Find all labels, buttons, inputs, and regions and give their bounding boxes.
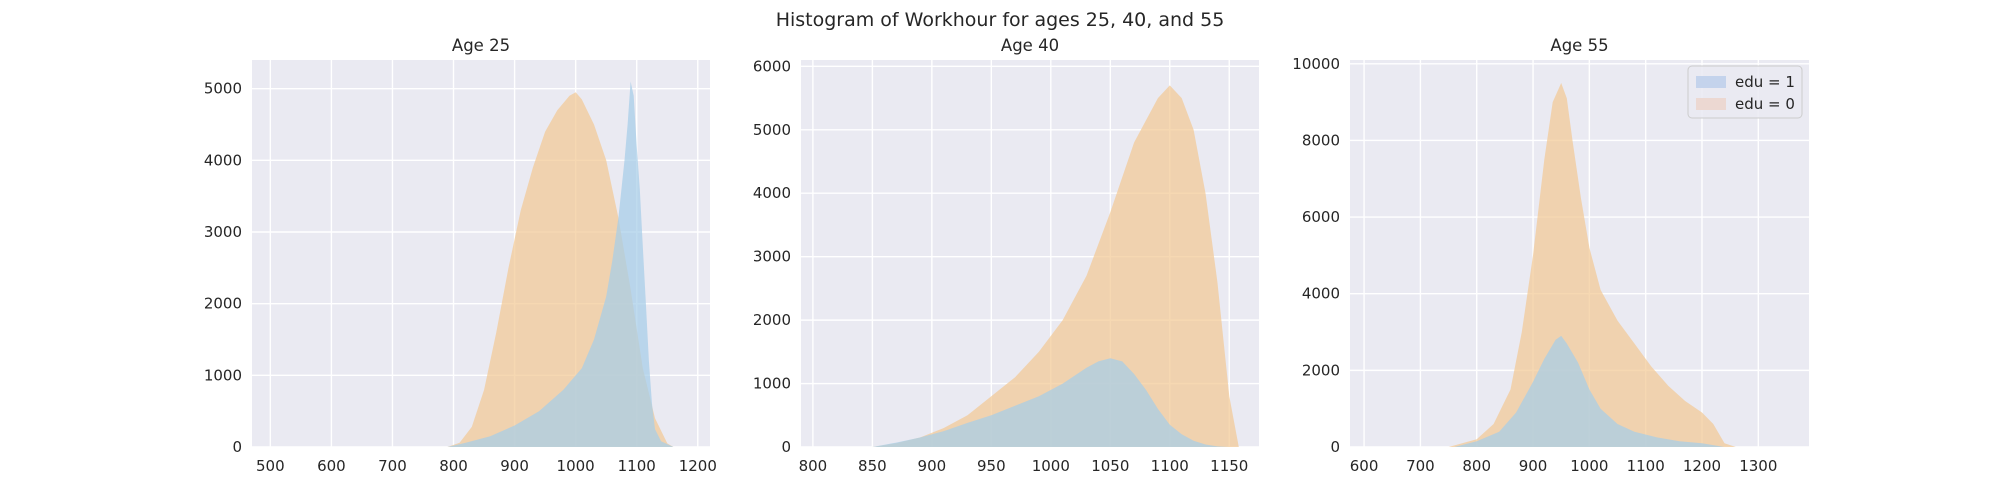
x-tick-label: 1200 bbox=[679, 457, 717, 475]
x-tick-label: 600 bbox=[1350, 457, 1379, 475]
legend-swatch bbox=[1696, 98, 1726, 110]
panel-title: Age 25 bbox=[452, 36, 510, 55]
x-tick-label: 1300 bbox=[1739, 457, 1777, 475]
y-tick-label: 3000 bbox=[204, 223, 242, 241]
series-group bbox=[447, 81, 674, 447]
y-tick-label: 10000 bbox=[1292, 55, 1340, 73]
y-tick-label: 6000 bbox=[753, 57, 791, 75]
y-tick-label: 4000 bbox=[753, 184, 791, 202]
y-tick-label: 6000 bbox=[1302, 208, 1340, 226]
chart-panel: 600 700 800 900 1000 1100 1200 1300 0 2000 4000 600… bbox=[1292, 36, 1809, 475]
y-tick-label: 0 bbox=[232, 438, 242, 456]
panel-title: Age 40 bbox=[1001, 36, 1059, 55]
x-tick-label: 700 bbox=[1406, 457, 1435, 475]
y-tick-label: 5000 bbox=[204, 80, 242, 98]
chart-panels: 500 600 700 800 900 1000 1100 1200 0 1000 2000 3000… bbox=[204, 36, 1809, 475]
y-tick-label: 0 bbox=[1330, 438, 1340, 456]
x-tick-label: 800 bbox=[799, 457, 828, 475]
histogram-area-edu-1 bbox=[1454, 335, 1725, 447]
x-tick-label: 950 bbox=[977, 457, 1006, 475]
histogram-area-edu-0 bbox=[1448, 83, 1736, 447]
x-tick-label: 1050 bbox=[1091, 457, 1129, 475]
y-tick-label: 2000 bbox=[1302, 361, 1340, 379]
y-tick-label: 1000 bbox=[753, 375, 791, 393]
y-tick-label: 1000 bbox=[204, 366, 242, 384]
x-tick-label: 1100 bbox=[618, 457, 656, 475]
x-tick-label: 600 bbox=[317, 457, 346, 475]
y-tick-label: 2000 bbox=[753, 311, 791, 329]
y-tick-label: 4000 bbox=[204, 151, 242, 169]
histogram-area-edu-0 bbox=[872, 85, 1239, 447]
panel-title: Age 55 bbox=[1550, 36, 1608, 55]
histogram-area-edu-1 bbox=[872, 358, 1230, 447]
x-tick-label: 850 bbox=[858, 457, 887, 475]
x-tick-label: 900 bbox=[500, 457, 529, 475]
x-tick-label: 1100 bbox=[1627, 457, 1665, 475]
x-tick-label: 1000 bbox=[557, 457, 595, 475]
y-tick-label: 3000 bbox=[753, 248, 791, 266]
series-group bbox=[872, 85, 1239, 447]
y-tick-label: 8000 bbox=[1302, 131, 1340, 149]
legend-label: edu = 0 bbox=[1735, 95, 1795, 113]
x-tick-label: 900 bbox=[1519, 457, 1548, 475]
histogram-area-edu-1 bbox=[447, 81, 674, 447]
chart-panel: 500 600 700 800 900 1000 1100 1200 0 1000 2000 3000… bbox=[204, 36, 717, 475]
y-tick-label: 0 bbox=[781, 438, 791, 456]
x-tick-label: 500 bbox=[256, 457, 285, 475]
x-tick-label: 800 bbox=[439, 457, 468, 475]
y-tick-label: 4000 bbox=[1302, 285, 1340, 303]
x-tick-label: 1000 bbox=[1570, 457, 1608, 475]
legend-label: edu = 1 bbox=[1735, 73, 1795, 91]
x-tick-label: 1200 bbox=[1683, 457, 1721, 475]
x-tick-label: 1100 bbox=[1151, 457, 1189, 475]
x-tick-label: 800 bbox=[1462, 457, 1491, 475]
x-tick-label: 900 bbox=[918, 457, 947, 475]
figure-title: Histogram of Workhour for ages 25, 40, a… bbox=[776, 9, 1225, 31]
y-tick-label: 5000 bbox=[753, 121, 791, 139]
x-tick-label: 1150 bbox=[1210, 457, 1248, 475]
x-tick-label: 1000 bbox=[1032, 457, 1070, 475]
series-group bbox=[1448, 83, 1736, 447]
legend: edu = 1 edu = 0 bbox=[1687, 65, 1803, 119]
legend-swatch bbox=[1696, 76, 1726, 88]
chart-panel: 800 850 900 950 1000 1050 1100 1150 0 1000 2000 300… bbox=[753, 36, 1259, 475]
x-tick-label: 700 bbox=[378, 457, 407, 475]
y-tick-label: 2000 bbox=[204, 295, 242, 313]
